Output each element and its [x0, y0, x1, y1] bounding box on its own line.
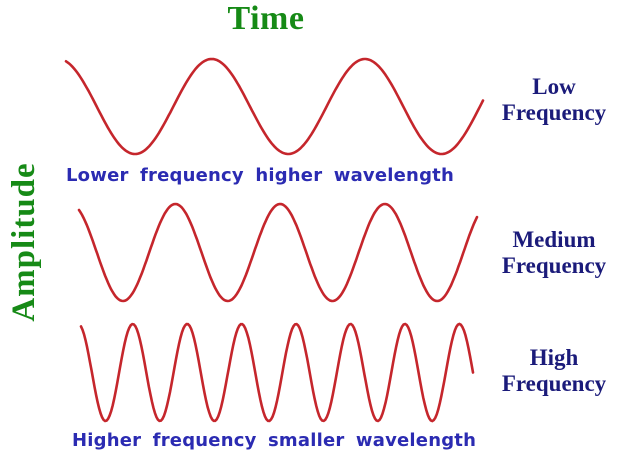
high-frequency-label: High Frequency	[478, 345, 625, 397]
high-frequency-caption: Higher frequency smaller wavelength	[72, 430, 477, 451]
high-frequency-label-line1: High	[529, 345, 579, 370]
amplitude-axis-label: Amplitude	[6, 162, 42, 322]
low-frequency-caption: Lower frequency higher wavelength	[66, 165, 454, 186]
low-frequency-label-line1: Low	[532, 74, 576, 99]
low-frequency-label: Low Frequency	[478, 74, 625, 126]
medium-frequency-label-line1: Medium	[512, 227, 596, 252]
low-frequency-wave	[64, 57, 485, 156]
medium-frequency-wave	[77, 202, 479, 303]
time-axis-label: Time	[227, 0, 305, 37]
high-frequency-wave	[79, 322, 475, 423]
high-frequency-label-line2: Frequency	[501, 371, 607, 396]
low-frequency-label-line2: Frequency	[501, 100, 607, 125]
medium-frequency-label: Medium Frequency	[478, 227, 625, 279]
medium-frequency-label-line2: Frequency	[501, 253, 607, 278]
